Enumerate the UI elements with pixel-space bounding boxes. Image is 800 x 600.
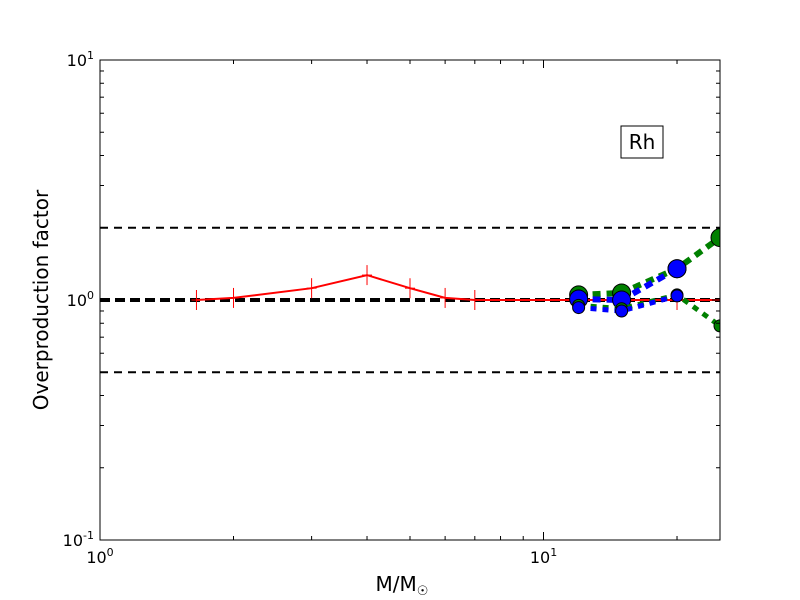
series-1-line (578, 235, 720, 298)
annotation-box: Rh (620, 125, 664, 159)
y-axis-label: Overproduction factor (29, 189, 53, 410)
y-tick-label-1: 100 (67, 289, 94, 310)
data-series (191, 228, 720, 333)
x-tick-label-1: 101 (530, 546, 557, 567)
series-4 (572, 289, 684, 318)
annotation-label: Rh (629, 130, 656, 154)
series-4-point-0 (572, 301, 586, 315)
series-1-point-3 (710, 228, 720, 248)
x-tick-label-0: 100 (86, 546, 113, 567)
y-tick-label-2: 101 (67, 49, 94, 70)
series-4-line (578, 293, 678, 314)
series-2-point-2 (667, 259, 687, 279)
x-axis-label: M/M☉ (376, 572, 429, 599)
y-tick-label-0: 10-1 (63, 529, 94, 550)
series-4-point-2 (670, 289, 684, 303)
series-4-point-1 (615, 304, 629, 318)
